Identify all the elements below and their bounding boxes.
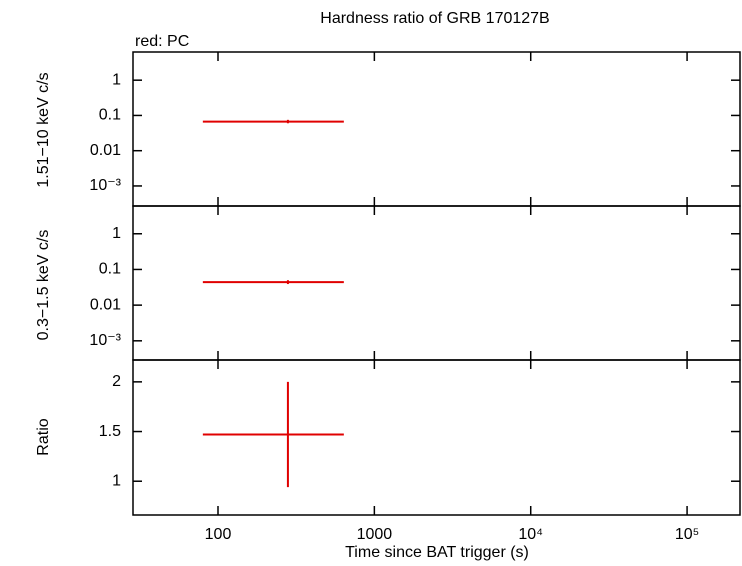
legend-note: red: PC <box>135 33 189 50</box>
y-tick-label: 1 <box>112 472 121 489</box>
y-tick-label: 0.1 <box>99 261 121 278</box>
y-tick-label: 0.01 <box>90 296 121 313</box>
y-tick-label: 10⁻³ <box>89 177 121 194</box>
x-tick-label: 1000 <box>357 526 393 543</box>
y-tick-label: 0.01 <box>90 142 121 159</box>
y-tick-label: 1 <box>112 71 121 88</box>
y-axis-label: 1.51−10 keV c/s <box>35 72 52 187</box>
y-tick-label: 2 <box>112 373 121 390</box>
x-tick-label: 10⁴ <box>518 526 543 543</box>
chart-title: Hardness ratio of GRB 170127B <box>320 10 549 27</box>
plot-frame <box>132 51 741 207</box>
plot-frame <box>132 359 741 516</box>
y-tick-label: 1.5 <box>99 423 121 440</box>
y-axis-label: 0.3−1.5 keV c/s <box>35 230 52 341</box>
x-tick-label: 10⁵ <box>675 526 699 543</box>
x-tick-label: 100 <box>205 526 232 543</box>
y-tick-label: 10⁻³ <box>89 332 121 349</box>
y-tick-label: 1 <box>112 225 121 242</box>
y-tick-label: 0.1 <box>99 107 121 124</box>
y-axis-label: Ratio <box>35 418 52 455</box>
x-axis-label: Time since BAT trigger (s) <box>345 544 529 561</box>
